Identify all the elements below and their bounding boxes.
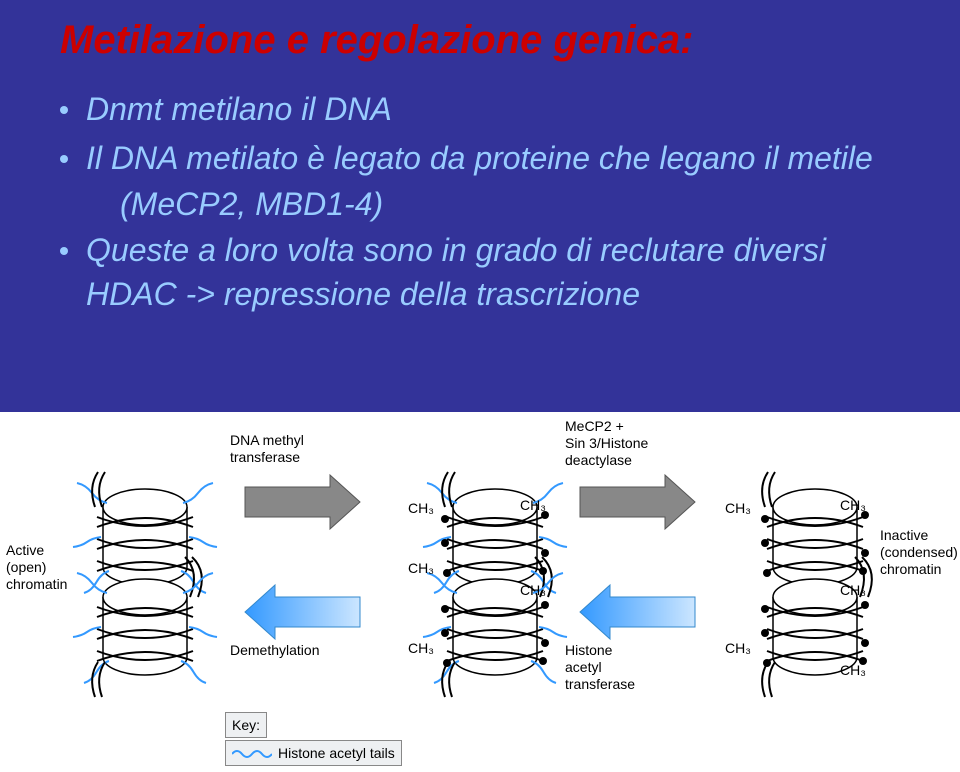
label-line: Active — [6, 542, 44, 558]
ch3-label: CH₃ — [840, 497, 866, 514]
label-line: Histone — [565, 642, 612, 658]
slide-title: Metilazione e regolazione genica: — [0, 0, 960, 73]
legend-histone-tails: Histone acetyl tails — [225, 740, 402, 766]
ch3-label: CH₃ — [520, 497, 546, 514]
bullet-text: Dnmt metilano il DNA — [86, 88, 900, 131]
label-line: deactylase — [565, 452, 632, 468]
histone-acetyltransferase-label: Histone acetyl transferase — [565, 642, 635, 692]
label-line: DNA methyl — [230, 432, 304, 448]
dna-methyltransferase-label: DNA methyl transferase — [230, 432, 304, 466]
ch3-label: CH₃ — [408, 560, 434, 577]
slide: Metilazione e regolazione genica: Dnmt m… — [0, 0, 960, 772]
bullet-dot-icon — [60, 106, 68, 114]
label-line: (condensed) — [880, 544, 958, 560]
bullet-item: Il DNA metilato è legato da proteine che… — [60, 137, 900, 180]
demethylation-label: Demethylation — [230, 642, 320, 659]
bullet-subtext: (MeCP2, MBD1-4) — [60, 186, 900, 223]
chromatin-diagram: Active (open) chromatin Inactive (conden… — [0, 412, 960, 772]
label-line: chromatin — [6, 576, 67, 592]
label-line: Sin 3/Histone — [565, 435, 648, 451]
ch3-label: CH₃ — [408, 640, 434, 657]
label-line: transferase — [565, 676, 635, 692]
label-line: MeCP2 + — [565, 418, 624, 434]
mecp2-complex-label: MeCP2 + Sin 3/Histone deactylase — [565, 418, 648, 468]
legend-key-title: Key: — [225, 712, 267, 738]
ch3-label: CH₃ — [725, 500, 751, 517]
ch3-label: CH₃ — [408, 500, 434, 517]
label-line: acetyl — [565, 659, 602, 675]
label-line: chromatin — [880, 561, 941, 577]
bullet-item: Queste a loro volta sono in grado di rec… — [60, 229, 900, 315]
label-line: transferase — [230, 449, 300, 465]
legend-text: Histone acetyl tails — [278, 745, 395, 761]
bullet-text: Queste a loro volta sono in grado di rec… — [86, 229, 900, 315]
ch3-label: CH₃ — [725, 640, 751, 657]
ch3-label: CH₃ — [520, 582, 546, 599]
bullet-item: Dnmt metilano il DNA — [60, 88, 900, 131]
wave-icon — [232, 748, 272, 760]
bullet-list: Dnmt metilano il DNA Il DNA metilato è l… — [0, 73, 960, 332]
ch3-label: CH₃ — [840, 582, 866, 599]
bullet-text: Il DNA metilato è legato da proteine che… — [86, 137, 900, 180]
label-line: (open) — [6, 559, 46, 575]
active-chromatin-label: Active (open) chromatin — [6, 542, 67, 592]
bullet-dot-icon — [60, 155, 68, 163]
inactive-chromatin-label: Inactive (condensed) chromatin — [880, 527, 958, 577]
diagram-svg — [0, 412, 960, 772]
bullet-dot-icon — [60, 247, 68, 255]
label-line: Inactive — [880, 527, 928, 543]
ch3-label: CH₃ — [840, 662, 866, 679]
